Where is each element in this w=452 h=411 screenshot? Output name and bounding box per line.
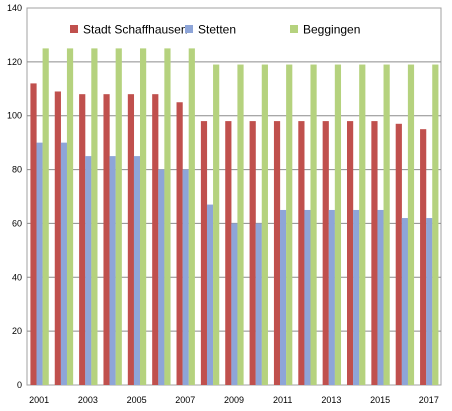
bar-beggingen-2014 xyxy=(359,64,366,386)
bar-stetten-2009 xyxy=(231,223,238,385)
bar-beggingen-2005 xyxy=(139,48,147,386)
y-tick-label: 80 xyxy=(12,165,22,175)
bar-stetten-2003 xyxy=(85,156,92,385)
bar-beggingen-2003 xyxy=(91,48,98,386)
bar-stetten-2001 xyxy=(36,142,43,385)
bar-stadt-schaffhausen-2011 xyxy=(273,121,281,385)
x-tick-label: 2003 xyxy=(78,395,98,405)
legend: Stadt Schaffhausen Stetten Beggingen xyxy=(70,23,360,37)
x-tick-label: 2001 xyxy=(29,395,49,405)
bar-stadt-schaffhausen-2005 xyxy=(127,94,135,386)
bar-stetten-2015 xyxy=(377,209,384,385)
bar-stetten-2014 xyxy=(353,209,360,385)
x-tick-label: 2005 xyxy=(127,395,147,405)
bar-stetten-2007 xyxy=(182,169,189,385)
bar-stetten-2005 xyxy=(133,156,141,385)
y-tick-label: 60 xyxy=(12,218,22,228)
bar-stadt-schaffhausen-2006 xyxy=(152,94,159,386)
x-tick-label: 2007 xyxy=(175,395,195,405)
bar-stadt-schaffhausen-2017 xyxy=(420,129,427,385)
bar-stetten-2006 xyxy=(158,169,165,385)
legend-label: Beggingen xyxy=(303,23,360,37)
y-tick-label: 20 xyxy=(12,326,22,336)
bar-stadt-schaffhausen-2002 xyxy=(54,91,61,385)
bar-stadt-schaffhausen-2008 xyxy=(200,121,208,385)
bar-beggingen-2001 xyxy=(42,48,49,386)
bar-stadt-schaffhausen-2010 xyxy=(249,121,256,385)
bar-stadt-schaffhausen-2003 xyxy=(79,94,86,386)
bar-stetten-2011 xyxy=(280,209,287,385)
legend-swatch xyxy=(185,25,193,33)
bar-stadt-schaffhausen-2013 xyxy=(322,121,329,385)
bar-beggingen-2016 xyxy=(407,64,415,386)
x-tick-label: 2015 xyxy=(370,395,390,405)
bar-beggingen-2013 xyxy=(334,64,342,386)
x-tick-label: 2013 xyxy=(321,395,341,405)
bar-beggingen-2007 xyxy=(188,48,195,386)
y-tick-label: 140 xyxy=(7,3,22,13)
bar-beggingen-2012 xyxy=(310,64,317,386)
bar-stetten-2008 xyxy=(206,204,214,385)
legend-label: Stadt Schaffhausen xyxy=(83,23,188,37)
bar-beggingen-2004 xyxy=(115,48,122,386)
y-tick-label: 40 xyxy=(12,272,22,282)
bars xyxy=(30,48,439,386)
x-tick-label: 2011 xyxy=(273,395,292,405)
bar-stetten-2013 xyxy=(328,209,335,385)
bar-stadt-schaffhausen-2014 xyxy=(346,121,354,385)
bar-beggingen-2011 xyxy=(286,64,293,386)
bar-stetten-2002 xyxy=(60,142,68,385)
bar-beggingen-2017 xyxy=(432,64,439,386)
x-tick-label: 2017 xyxy=(419,395,439,405)
bar-beggingen-2009 xyxy=(237,64,244,386)
bar-stetten-2016 xyxy=(401,218,408,385)
legend-swatch xyxy=(290,25,298,33)
y-tick-label: 100 xyxy=(7,111,22,121)
bar-beggingen-2010 xyxy=(261,64,268,386)
legend-label: Stetten xyxy=(198,23,236,37)
y-tick-label: 120 xyxy=(7,57,22,67)
bar-stadt-schaffhausen-2009 xyxy=(225,121,232,385)
bar-stadt-schaffhausen-2004 xyxy=(103,94,110,386)
y-tick-label: 0 xyxy=(17,380,22,390)
bar-stetten-2017 xyxy=(426,218,433,385)
bar-stadt-schaffhausen-2016 xyxy=(395,123,402,386)
bar-stetten-2004 xyxy=(109,156,116,385)
legend-swatch xyxy=(70,25,78,33)
bar-stetten-2012 xyxy=(304,209,311,385)
bar-stadt-schaffhausen-2012 xyxy=(298,121,305,385)
x-axis: 2001 2003 2005 2007 2009 2011 2013 2015 2017 xyxy=(29,395,439,405)
bar-stadt-schaffhausen-2015 xyxy=(371,121,378,385)
bar-beggingen-2006 xyxy=(164,48,171,386)
bar-beggingen-2015 xyxy=(383,64,390,386)
bar-stetten-2010 xyxy=(255,223,262,385)
bar-beggingen-2002 xyxy=(66,48,74,386)
bar-stadt-schaffhausen-2007 xyxy=(176,102,183,385)
bar-beggingen-2008 xyxy=(213,64,220,386)
x-tick-label: 2009 xyxy=(224,395,244,405)
bar-stadt-schaffhausen-2001 xyxy=(30,83,37,386)
y-axis: 0 20 40 60 80 100 120 140 xyxy=(7,3,22,390)
